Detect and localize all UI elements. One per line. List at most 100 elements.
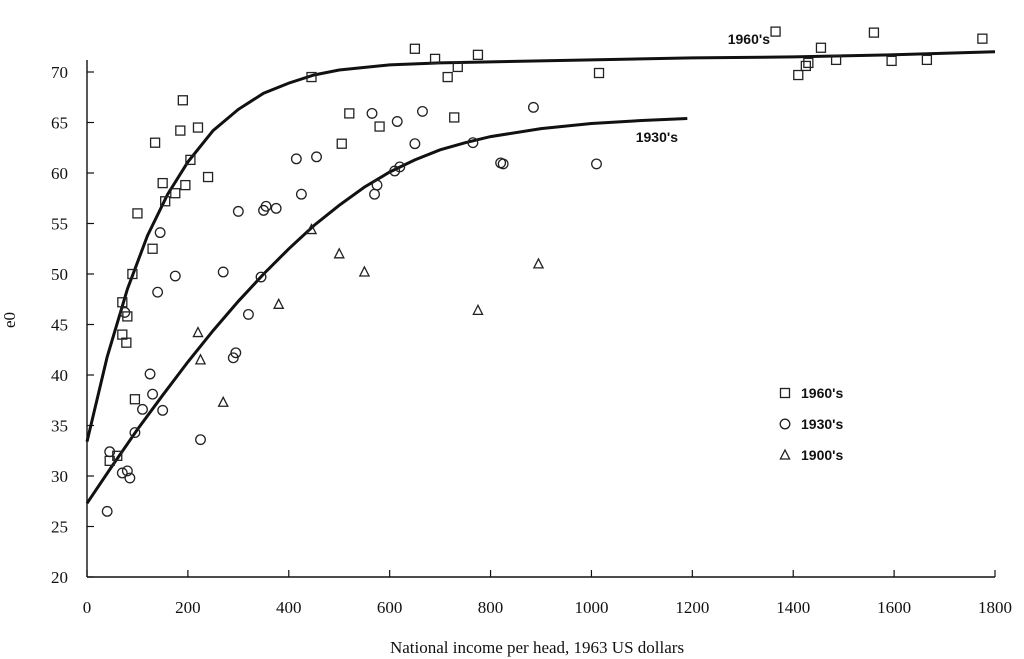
point-square xyxy=(472,49,484,60)
curve-label: 1960's xyxy=(728,31,770,47)
point-square xyxy=(177,95,188,106)
point-triangle xyxy=(333,247,345,259)
y-tick-label: 30 xyxy=(51,467,68,486)
point-square xyxy=(409,43,421,54)
y-tick-label: 65 xyxy=(51,114,68,133)
point-triangle xyxy=(192,326,204,338)
fitted-curve-2 xyxy=(85,117,688,505)
point-circle xyxy=(394,161,406,173)
legend-label: 1930's xyxy=(801,416,843,432)
axis-ticks: 0 200 400 600 800 1000 1200 1400 1600 1800 20 25 30 3… xyxy=(51,63,1012,617)
point-square xyxy=(129,394,141,405)
point-circle xyxy=(467,137,479,149)
point-circle xyxy=(217,266,229,278)
legend: 1960's 1930's 1900's xyxy=(779,385,843,463)
point-triangle xyxy=(217,395,229,407)
point-circle xyxy=(527,101,539,113)
point-circle xyxy=(366,107,378,119)
point-circle xyxy=(157,404,169,416)
point-circle xyxy=(101,505,113,517)
point-square xyxy=(815,42,827,53)
point-circle xyxy=(116,467,128,479)
point-square xyxy=(160,196,171,207)
curve-label: 1930's xyxy=(636,129,678,145)
point-square xyxy=(117,297,128,308)
y-tick-label: 70 xyxy=(51,63,68,82)
point-circle xyxy=(242,308,254,320)
point-triangle xyxy=(532,257,545,269)
y-tick-label: 25 xyxy=(51,518,68,537)
point-square xyxy=(180,179,191,191)
point-square xyxy=(185,154,196,166)
point-square xyxy=(202,171,214,183)
point-circle xyxy=(144,368,156,380)
point-square xyxy=(452,61,463,73)
point-circle xyxy=(195,434,206,446)
point-square xyxy=(170,188,181,199)
point-triangle xyxy=(358,265,371,277)
x-tick-label: 1600 xyxy=(877,598,911,617)
axes xyxy=(86,60,995,578)
x-tick-label: 1800 xyxy=(978,598,1012,617)
x-tick-label: 1200 xyxy=(675,598,709,617)
point-circle xyxy=(137,403,148,415)
y-tick-label: 40 xyxy=(51,366,68,385)
point-circle xyxy=(124,472,136,484)
x-tick-label: 0 xyxy=(83,598,92,617)
legend-marker-circle xyxy=(779,418,791,430)
data-points xyxy=(101,26,988,517)
point-circle xyxy=(227,352,239,364)
legend-label: 1900's xyxy=(801,447,843,463)
point-triangle xyxy=(472,303,484,316)
point-triangle xyxy=(194,353,207,365)
point-square xyxy=(121,337,132,348)
legend-marker-square xyxy=(779,387,791,399)
point-circle xyxy=(371,179,383,191)
point-circle xyxy=(154,227,166,239)
point-square xyxy=(157,177,168,189)
point-circle xyxy=(311,151,322,163)
x-tick-label: 600 xyxy=(377,598,403,617)
point-square xyxy=(147,243,158,254)
x-tick-label: 200 xyxy=(175,598,201,617)
point-circle xyxy=(409,138,421,150)
fitted-curves: 1960's 1930's xyxy=(85,31,996,505)
point-circle xyxy=(152,286,164,298)
point-square xyxy=(344,108,355,119)
point-square xyxy=(336,138,347,149)
point-square xyxy=(306,71,317,83)
point-circle xyxy=(497,158,509,170)
y-tick-label: 35 xyxy=(51,417,68,436)
point-circle xyxy=(260,200,272,212)
point-square xyxy=(800,60,811,72)
legend-marker-triangle xyxy=(779,448,791,460)
point-square xyxy=(127,268,138,280)
point-circle xyxy=(295,188,307,200)
point-circle xyxy=(104,446,116,458)
point-circle xyxy=(591,158,602,170)
point-circle xyxy=(270,202,282,214)
y-axis-label: e0 xyxy=(0,312,19,328)
point-square xyxy=(868,27,880,38)
point-circle xyxy=(230,347,242,359)
point-circle xyxy=(169,270,181,282)
fitted-curve-1 xyxy=(85,50,996,443)
point-square xyxy=(449,112,460,123)
point-square xyxy=(442,71,453,83)
point-square xyxy=(429,53,441,65)
point-square xyxy=(886,55,897,67)
y-tick-label: 60 xyxy=(51,164,68,183)
y-tick-label: 45 xyxy=(51,316,68,335)
point-circle xyxy=(147,388,159,400)
point-square xyxy=(803,57,814,69)
point-triangle xyxy=(305,223,318,235)
point-circle xyxy=(255,271,267,283)
x-axis-label: National income per head, 1963 US dollar… xyxy=(390,638,684,657)
point-square xyxy=(175,125,186,136)
point-square xyxy=(793,69,804,81)
point-circle xyxy=(129,427,141,439)
legend-label: 1960's xyxy=(801,385,843,401)
point-circle xyxy=(119,306,131,318)
y-tick-label: 50 xyxy=(51,265,68,284)
